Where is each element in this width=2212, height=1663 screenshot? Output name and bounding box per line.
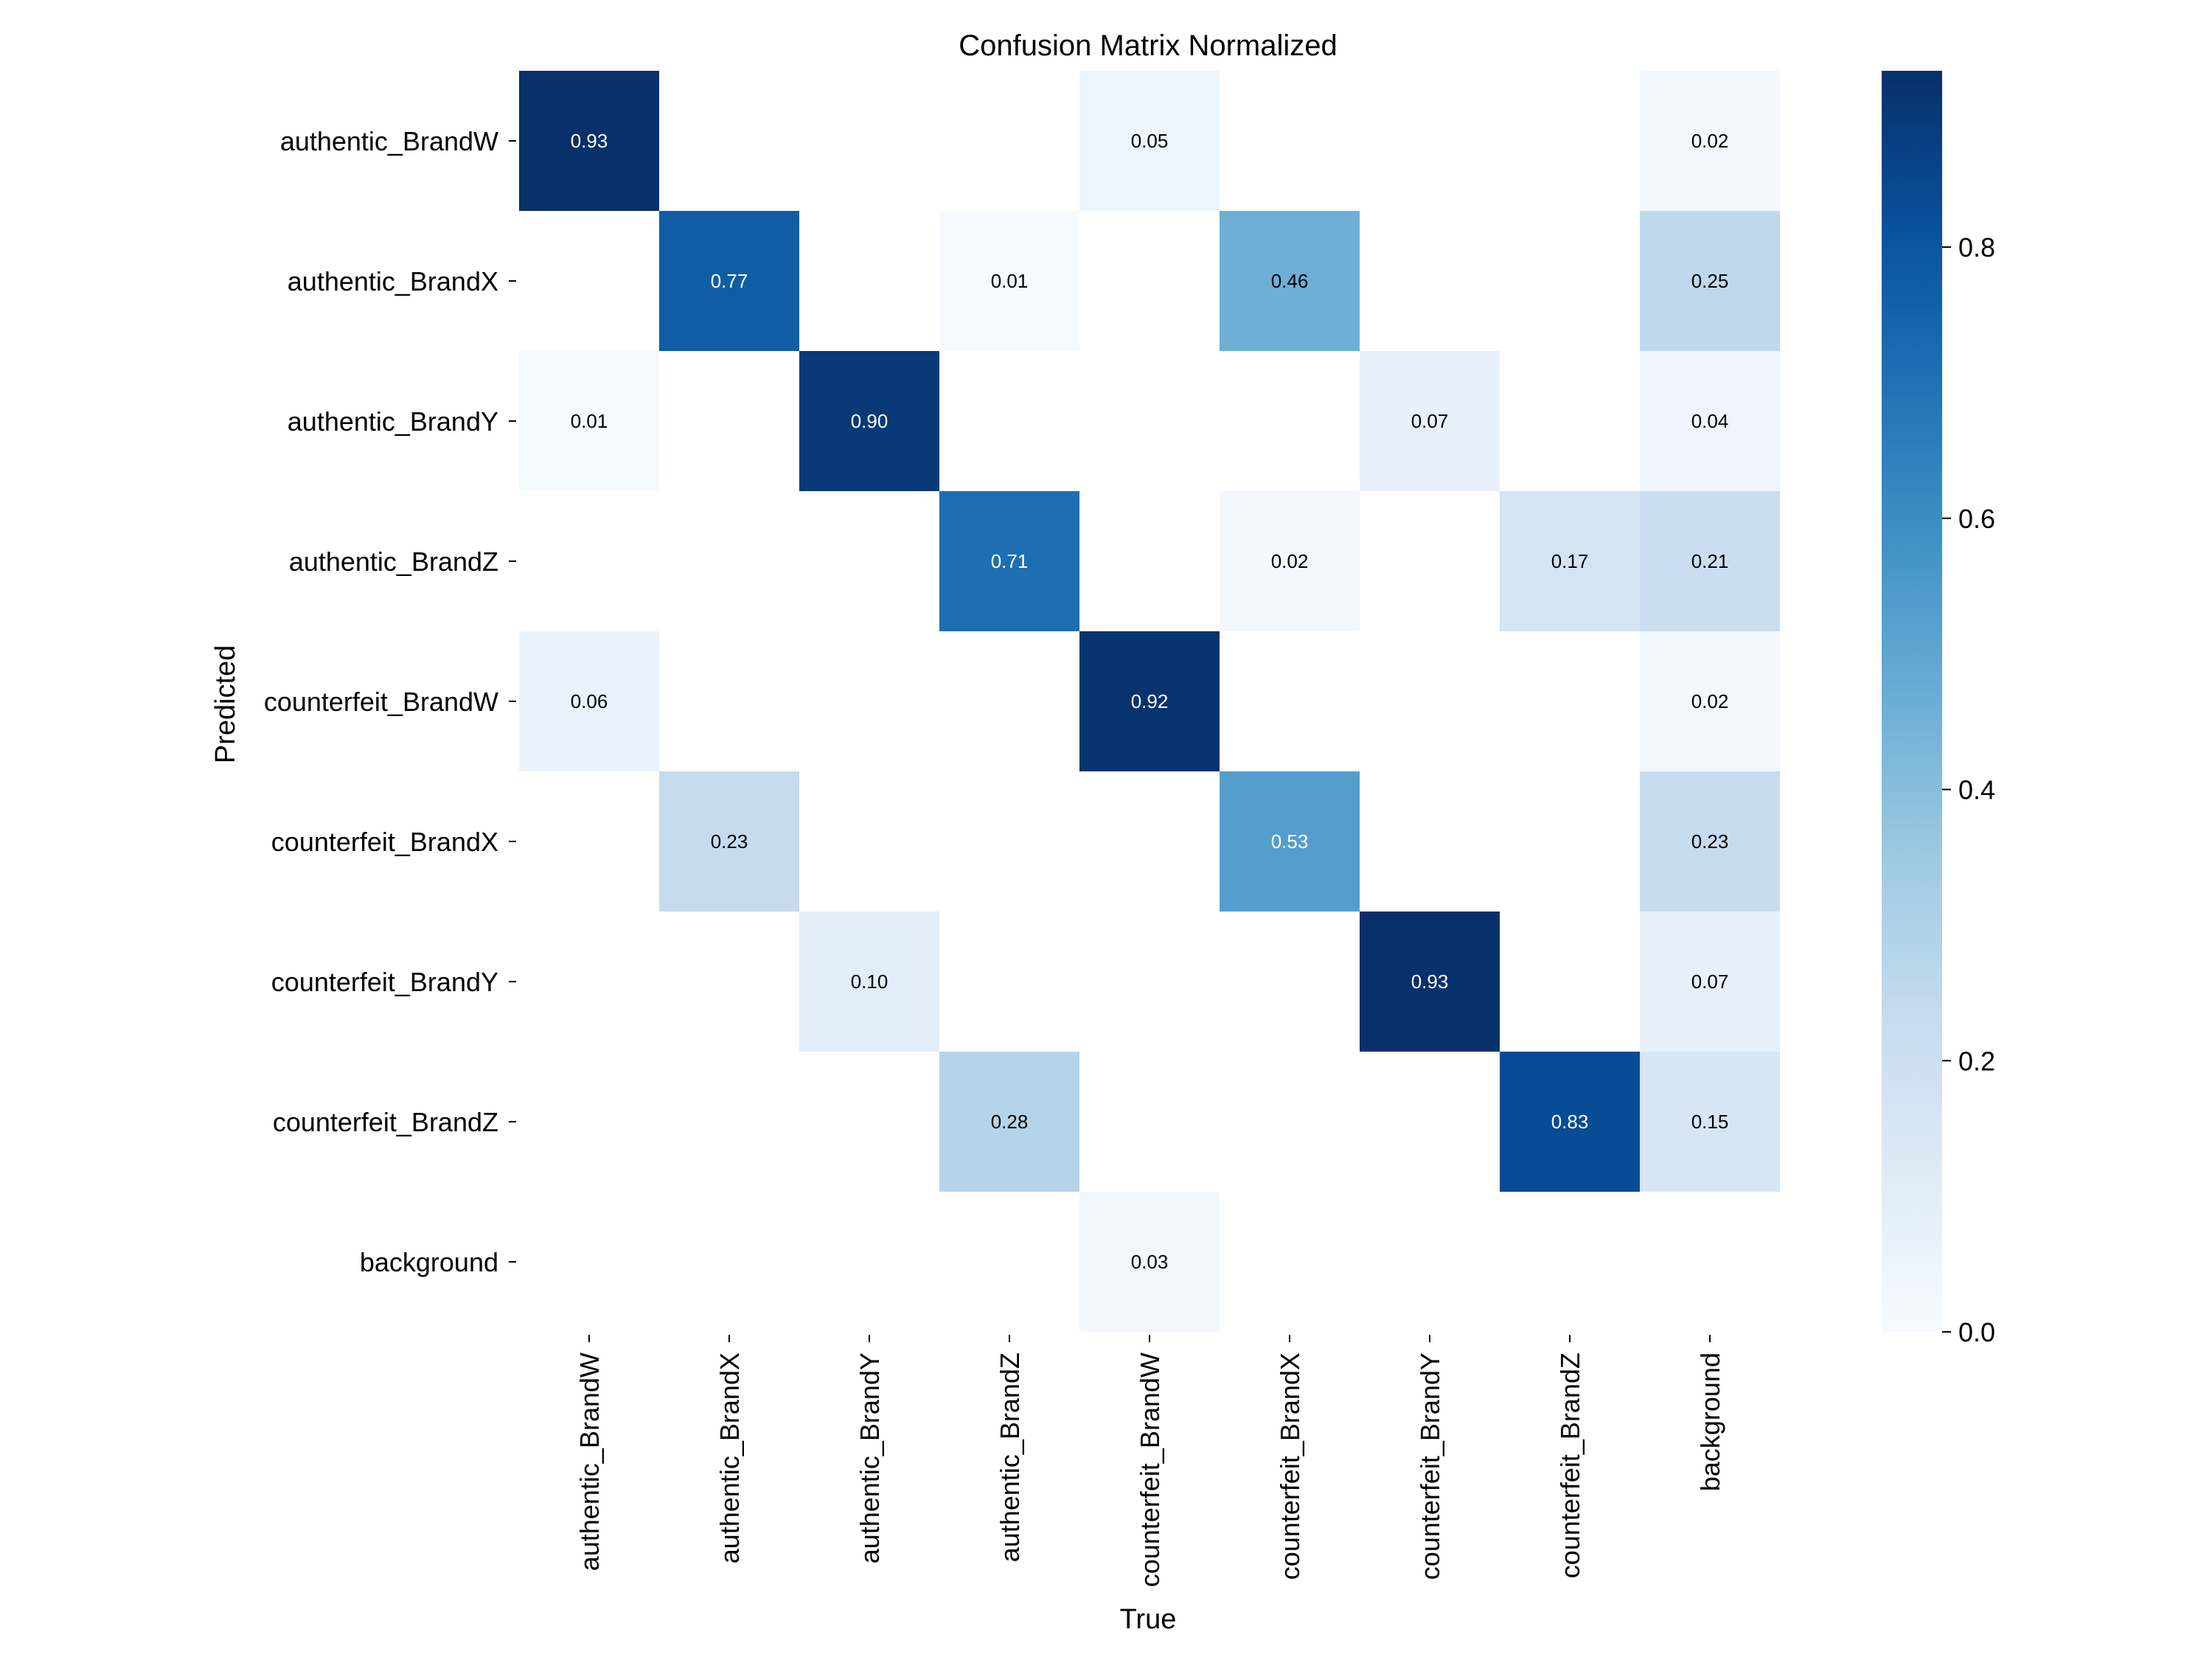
heatmap-cell (1640, 631, 1780, 771)
heatmap-cell (519, 631, 659, 771)
colorbar-tick-label: 0.6 (1958, 504, 1995, 534)
x-tick-label: authentic_BrandX (714, 1353, 745, 1563)
heatmap-cell (939, 211, 1079, 351)
heatmap-cell (1079, 631, 1220, 771)
heatmap-cell (1640, 211, 1780, 351)
cell-value-label: 0.77 (711, 270, 748, 292)
cell-value-label: 0.03 (1131, 1251, 1169, 1273)
heatmap-cell (799, 912, 939, 1052)
heatmap-cell (1500, 1052, 1640, 1192)
cell-value-label: 0.21 (1691, 550, 1729, 572)
heatmap-cell-labels: 0.93 0.05 0.02 0.77 0.01 0.46 0.25 0.01 0.90 0.07… (571, 130, 1729, 1273)
y-tick-label: counterfeit_BrandY (271, 967, 498, 997)
y-tick-label: authentic_BrandW (280, 126, 498, 156)
cell-value-label: 0.07 (1411, 410, 1449, 432)
heatmap-cell (659, 771, 799, 912)
x-tick-label: authentic_BrandY (855, 1353, 885, 1563)
x-tick-label: authentic_BrandW (574, 1353, 605, 1571)
heatmap-cell (1220, 211, 1360, 351)
cell-value-label: 0.23 (1691, 830, 1729, 853)
chart-title: Confusion Matrix Normalized (959, 29, 1338, 62)
heatmap-cell (1640, 491, 1780, 631)
heatmap-cell (1220, 491, 1360, 631)
y-tick-label: authentic_BrandY (288, 406, 498, 437)
heatmap-cell (939, 491, 1079, 631)
heatmap-cell (659, 211, 799, 351)
heatmap-cell (1640, 912, 1780, 1052)
cell-value-label: 0.02 (1271, 550, 1309, 572)
heatmap-cell (799, 351, 939, 491)
x-tick-label: authentic_BrandZ (995, 1353, 1025, 1562)
x-axis-ticks: authentic_BrandW authentic_BrandX authenti… (574, 1335, 1725, 1587)
x-tick-label: counterfeit_BrandX (1275, 1353, 1305, 1580)
cell-value-label: 0.17 (1551, 550, 1589, 572)
heatmap-cell (1640, 351, 1780, 491)
heatmap-cell (1640, 1052, 1780, 1192)
y-axis-ticks: authentic_BrandW authentic_BrandX authenti… (264, 126, 516, 1277)
y-tick-label: authentic_BrandX (288, 266, 498, 296)
cell-value-label: 0.90 (851, 410, 888, 432)
cell-value-label: 0.83 (1551, 1111, 1589, 1133)
cell-value-label: 0.71 (991, 550, 1029, 572)
y-tick-label: counterfeit_BrandZ (273, 1107, 498, 1137)
y-tick-label: authentic_BrandZ (289, 546, 498, 577)
cell-value-label: 0.28 (991, 1111, 1029, 1133)
cell-value-label: 0.04 (1691, 410, 1729, 432)
cell-value-label: 0.02 (1691, 690, 1729, 712)
cell-value-label: 0.06 (571, 690, 608, 712)
cell-value-label: 0.10 (851, 971, 888, 993)
cell-value-label: 0.15 (1691, 1111, 1729, 1133)
cell-value-label: 0.07 (1691, 971, 1729, 993)
x-tick-label: counterfeit_BrandY (1415, 1353, 1445, 1580)
cell-value-label: 0.93 (1411, 971, 1449, 993)
heatmap-cell (1360, 912, 1500, 1052)
cell-value-label: 0.25 (1691, 270, 1729, 292)
colorbar-tick-label: 0.4 (1958, 775, 1995, 805)
cell-value-label: 0.92 (1131, 690, 1169, 712)
y-tick-label: counterfeit_BrandX (271, 827, 498, 857)
heatmap-cell (519, 71, 659, 211)
cell-value-label: 0.05 (1131, 130, 1169, 152)
heatmap-cell (519, 351, 659, 491)
x-axis-label: True (1120, 1604, 1177, 1635)
colorbar-tick-label: 0.8 (1958, 232, 1995, 263)
colorbar-tick-label: 0.2 (1958, 1046, 1995, 1076)
heatmap-cell (1640, 771, 1780, 912)
cell-value-label: 0.01 (991, 270, 1029, 292)
heatmap-cell (1500, 491, 1640, 631)
y-axis-label: Predicted (210, 645, 241, 764)
cell-value-label: 0.93 (571, 130, 608, 152)
cell-value-label: 0.46 (1271, 270, 1309, 292)
heatmap-cell (1079, 1192, 1220, 1332)
y-tick-label: background (360, 1247, 498, 1277)
cell-value-label: 0.53 (1271, 830, 1309, 853)
heatmap-cell (1640, 71, 1780, 211)
x-tick-label: counterfeit_BrandW (1135, 1353, 1165, 1587)
cell-value-label: 0.01 (571, 410, 608, 432)
heatmap-cell (1220, 771, 1360, 912)
y-tick-label: counterfeit_BrandW (264, 687, 498, 717)
cell-value-label: 0.02 (1691, 130, 1729, 152)
heatmap-cell (939, 1052, 1079, 1192)
x-tick-label: background (1695, 1353, 1725, 1491)
heatmap-cell (1079, 71, 1220, 211)
heatmap-cells (519, 71, 1780, 1332)
colorbar-tick-label: 0.0 (1958, 1317, 1995, 1347)
heatmap-cell (1360, 351, 1500, 491)
x-tick-label: counterfeit_BrandZ (1555, 1353, 1585, 1578)
colorbar: 0.0 0.2 0.4 0.6 0.8 (1882, 71, 1995, 1347)
colorbar-gradient (1882, 71, 1942, 1332)
cell-value-label: 0.23 (711, 830, 748, 853)
